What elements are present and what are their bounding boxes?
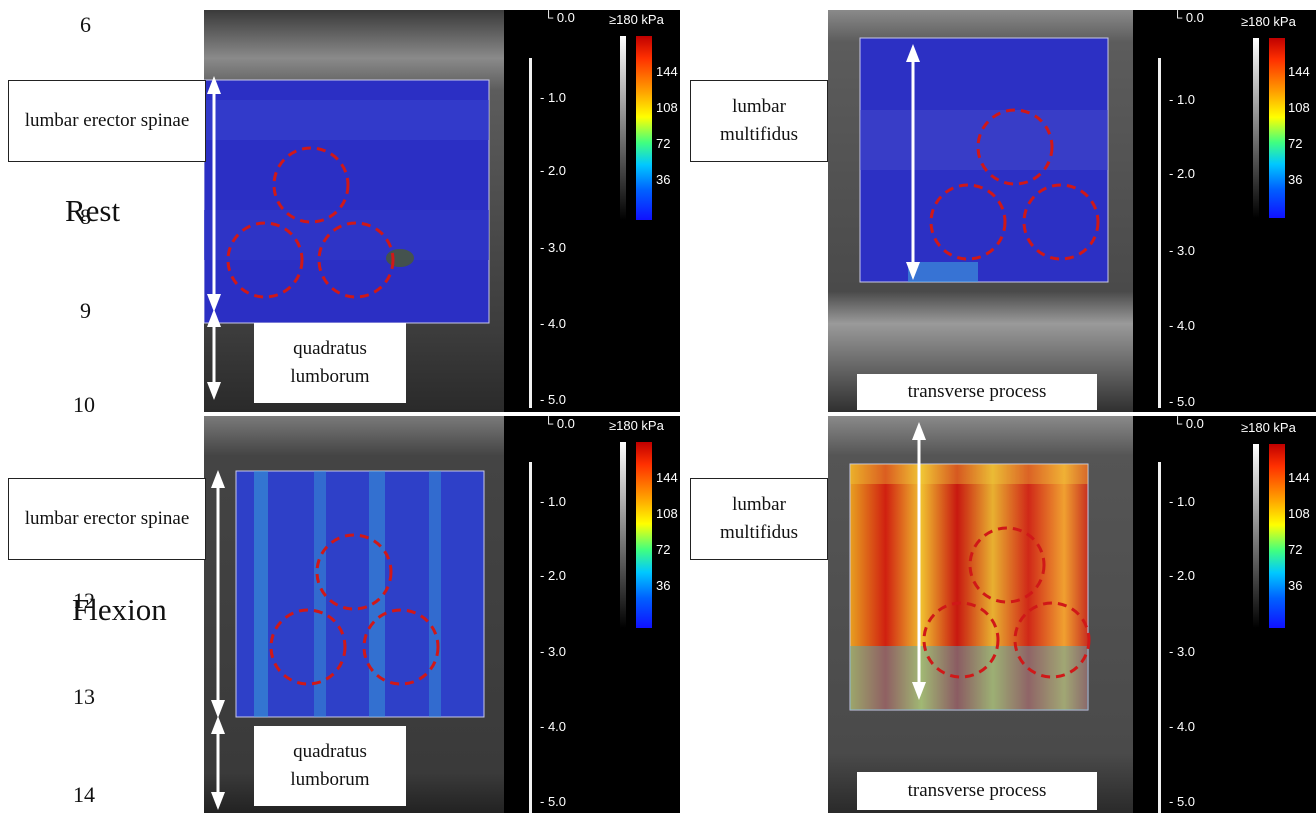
colorbar (636, 36, 652, 220)
depth-tick: - 5.0 (1169, 794, 1196, 809)
depth-tick: - 4.0 (1169, 719, 1196, 734)
depth-tick: - 2.0 (540, 568, 567, 583)
line-number-13: 13 (73, 684, 95, 709)
panel-rest-erector-spinae: └ 0.0 - 1.0 - 2.0 - 3.0 - 4.0 - 5.0 ≥180… (204, 10, 680, 412)
grayscale-bar (1253, 444, 1259, 628)
depth-tick: - 4.0 (1169, 318, 1196, 333)
depth-bar (1158, 462, 1161, 813)
colorbar-tick: 108 (656, 506, 678, 521)
colorbar-tick: 72 (656, 542, 671, 557)
depth-tick: - 4.0 (540, 316, 567, 331)
colorbar (636, 442, 652, 628)
depth-tick: - 1.0 (1169, 92, 1196, 107)
depth-tick: - 3.0 (1169, 243, 1196, 258)
grayscale-bar (1253, 38, 1259, 218)
depth-tick: - 1.0 (540, 90, 567, 105)
ultrasound-image (828, 416, 1133, 813)
depth-tick: - 4.0 (540, 719, 567, 734)
line-number-12: 12 (73, 588, 95, 613)
label-lumbar-erector-spinae: lumbar erector spinae (8, 80, 206, 162)
depth-tick: - 5.0 (540, 392, 567, 407)
colorbar (1269, 38, 1285, 218)
depth-bar (529, 58, 532, 408)
colorbar-tick: 36 (656, 578, 671, 593)
colorbar-tick: 36 (656, 172, 671, 187)
depth-tick: └ 0.0 (1173, 416, 1204, 431)
colorbar-max-label: ≥180 kPa (609, 12, 664, 27)
depth-tick: - 3.0 (540, 644, 567, 659)
label-quadratus-lumborum: quadratus lumborum (254, 323, 406, 403)
panel-flexion-multifidus: └ 0.0 - 1.0 - 2.0 - 3.0 - 4.0 - 5.0 ≥180… (828, 416, 1316, 813)
colorbar-tick: 144 (656, 64, 678, 79)
grayscale-bar (620, 442, 626, 628)
depth-tick: - 2.0 (1169, 166, 1196, 181)
colorbar-max-label: ≥180 kPa (1241, 420, 1296, 435)
depth-tick: └ 0.0 (544, 10, 575, 25)
ultrasound-image (204, 10, 504, 412)
label-lumbar-erector-spinae: lumbar erector spinae (8, 478, 206, 560)
line-number-9: 9 (80, 298, 91, 323)
colorbar-tick: 144 (656, 470, 678, 485)
ultrasound-image (828, 10, 1133, 412)
colorbar-tick: 72 (1288, 542, 1303, 557)
colorbar (1269, 444, 1285, 628)
line-number-10: 10 (73, 392, 95, 417)
colorbar-tick: 36 (1288, 172, 1303, 187)
colorbar-max-label: ≥180 kPa (1241, 14, 1296, 29)
colorbar-tick: 36 (1288, 578, 1303, 593)
depth-tick: - 2.0 (540, 163, 567, 178)
label-lumbar-multifidus: lumbar multifidus (690, 478, 828, 560)
depth-bar (529, 462, 532, 813)
colorbar-max-label: ≥180 kPa (609, 418, 664, 433)
depth-tick: - 5.0 (540, 794, 567, 809)
line-number-14: 14 (73, 782, 95, 807)
depth-tick: └ 0.0 (544, 416, 575, 431)
depth-tick: └ 0.0 (1173, 10, 1204, 25)
depth-tick: - 3.0 (1169, 644, 1196, 659)
depth-tick: - 2.0 (1169, 568, 1196, 583)
colorbar-tick: 72 (1288, 136, 1303, 151)
depth-tick: - 5.0 (1169, 394, 1196, 409)
label-quadratus-lumborum: quadratus lumborum (254, 726, 406, 806)
depth-tick: - 1.0 (1169, 494, 1196, 509)
depth-tick: - 3.0 (540, 240, 567, 255)
row-label-rest: Rest (65, 193, 121, 228)
colorbar-tick: 144 (1288, 64, 1310, 79)
depth-bar (1158, 58, 1161, 408)
label-lumbar-multifidus: lumbar multifidus (690, 80, 828, 162)
colorbar-tick: 108 (656, 100, 678, 115)
colorbar-tick: 108 (1288, 506, 1310, 521)
depth-tick: - 1.0 (540, 494, 567, 509)
line-number-6: 6 (80, 12, 91, 37)
label-transverse-process: transverse process (857, 374, 1097, 410)
grayscale-bar (620, 36, 626, 220)
colorbar-tick: 72 (656, 136, 671, 151)
colorbar-tick: 144 (1288, 470, 1310, 485)
label-transverse-process: transverse process (857, 772, 1097, 810)
row-label-flexion: Flexion (72, 592, 167, 627)
colorbar-tick: 108 (1288, 100, 1310, 115)
panel-rest-multifidus: └ 0.0 - 1.0 - 2.0 - 3.0 - 4.0 - 5.0 ≥180… (828, 10, 1316, 412)
line-number-8: 8 (80, 204, 91, 229)
